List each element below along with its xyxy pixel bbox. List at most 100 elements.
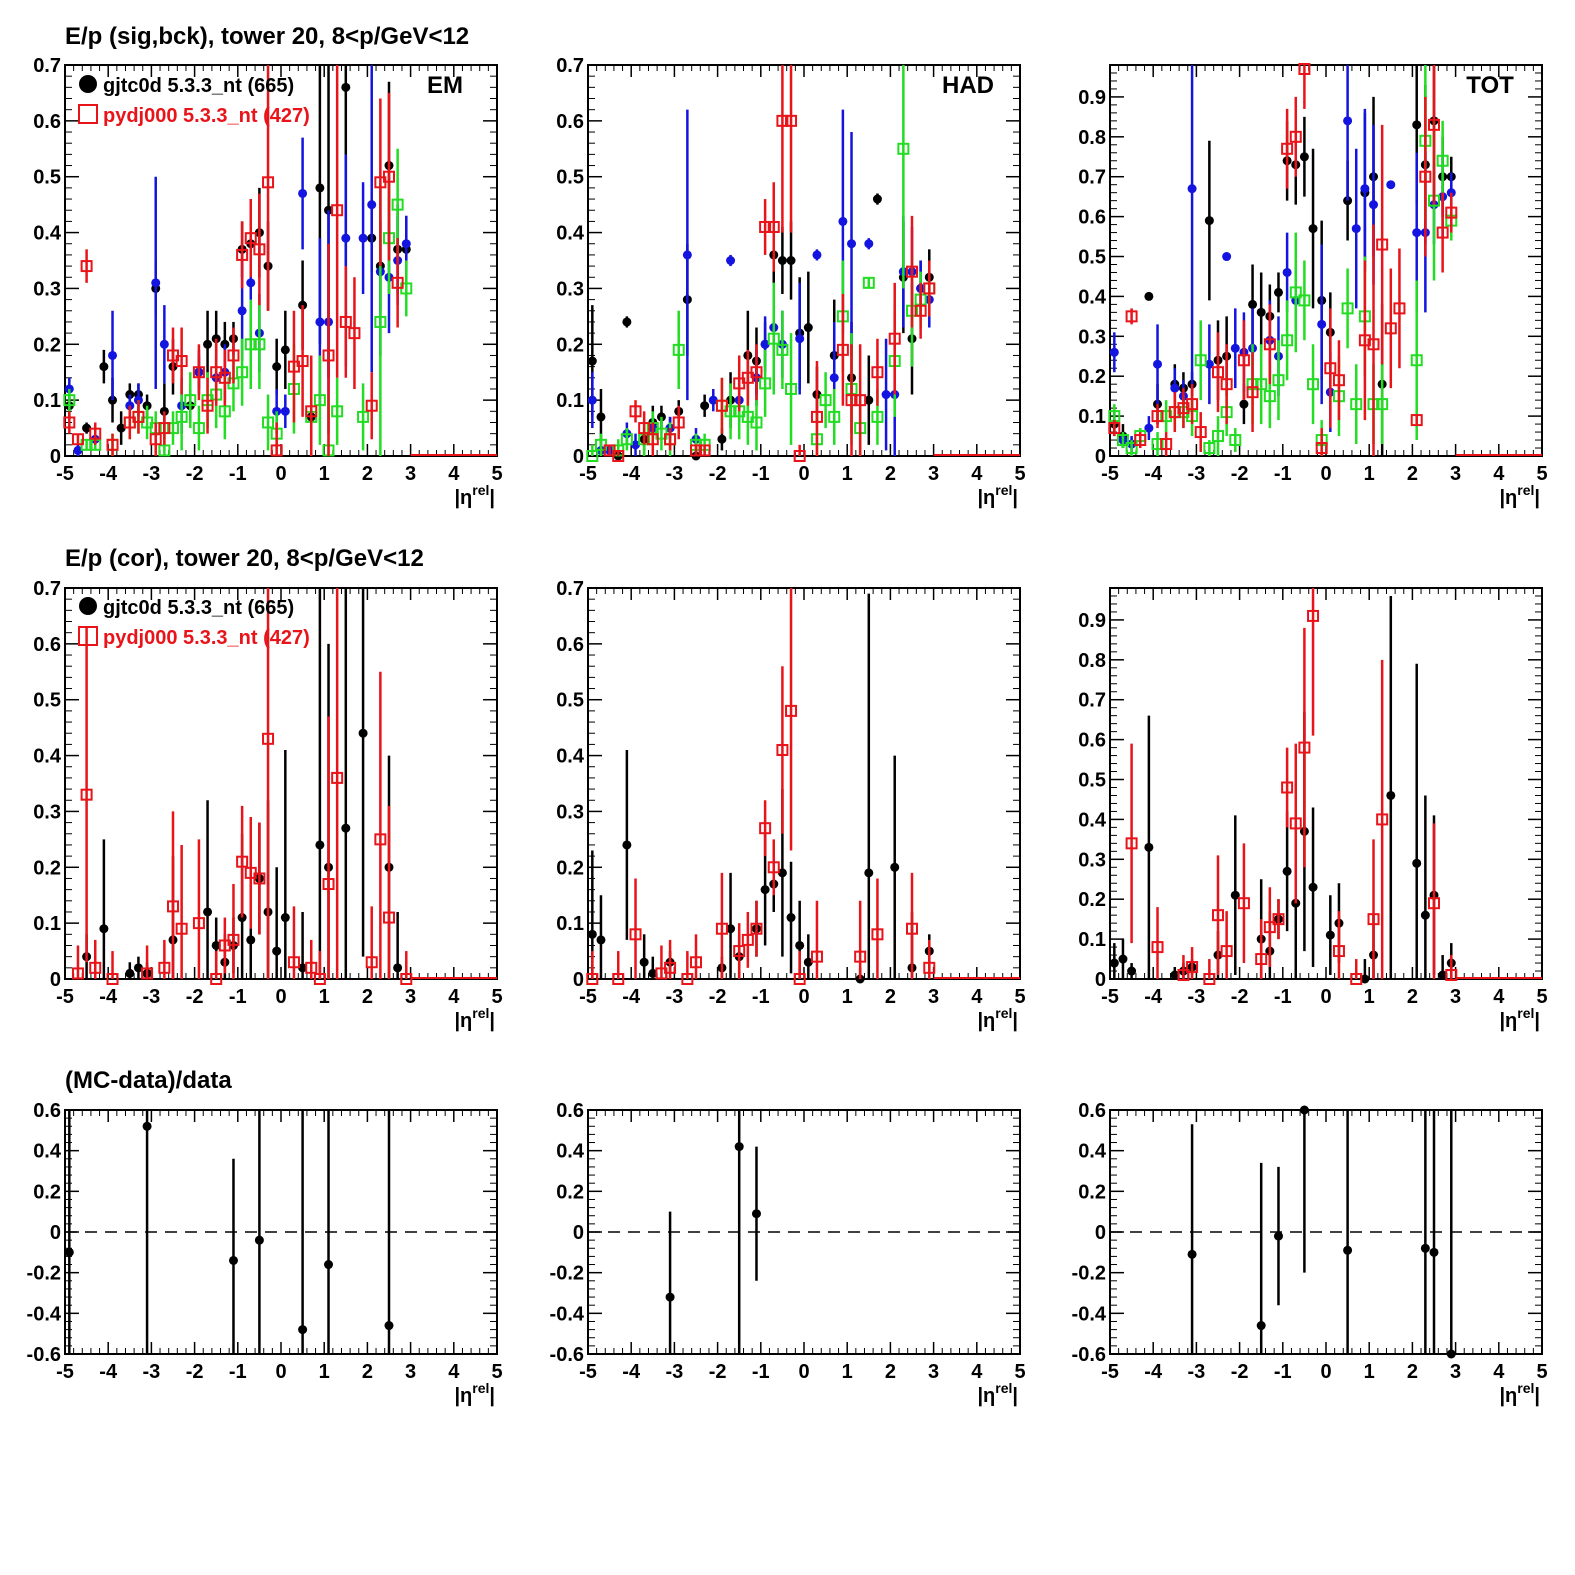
series-0 xyxy=(1110,65,1456,456)
y-tick-label: 0.7 xyxy=(33,55,61,77)
x-tick-label: -1 xyxy=(1274,1361,1292,1383)
data-point xyxy=(812,250,821,259)
x-tick-label: 0 xyxy=(275,463,286,485)
y-tick-label: 0 xyxy=(573,1222,584,1244)
data-point xyxy=(203,340,212,349)
x-tick-label: 4 xyxy=(971,463,983,485)
x-tick-label: 4 xyxy=(448,986,460,1008)
y-tick-label: 0.6 xyxy=(1078,207,1106,229)
x-tick-label: -1 xyxy=(752,463,770,485)
data-point xyxy=(1231,344,1240,353)
y-tick-label: 0.6 xyxy=(33,111,61,133)
data-point xyxy=(588,357,597,366)
data-point xyxy=(1412,859,1421,868)
x-tick-label: 4 xyxy=(448,1361,460,1383)
x-tick-label: 0 xyxy=(275,986,286,1008)
y-tick-label: 0.6 xyxy=(556,1100,584,1122)
data-point xyxy=(1248,300,1257,309)
x-tick-label: -2 xyxy=(709,986,727,1008)
data-point xyxy=(1205,216,1214,225)
x-tick-label: 1 xyxy=(1364,986,1375,1008)
legend-marker-mc xyxy=(79,105,97,123)
data-point xyxy=(1421,1244,1430,1253)
x-tick-label: -4 xyxy=(99,463,118,485)
x-tick-label: 3 xyxy=(1450,986,1461,1008)
panel-6: -5 -4 -3 -2 -1 0 1 2 3 4 5|ηrel| -0.6 -0.4 -0.2 0 0.2 0.… xyxy=(27,1100,503,1407)
panel-7: -5 -4 -3 -2 -1 0 1 2 3 4 5|ηrel|-0.6-0.4-0.200.20.… xyxy=(550,1100,1026,1407)
data-point xyxy=(1326,931,1335,940)
x-axis-title: |ηrel| xyxy=(454,482,495,509)
row-title-2: (MC-data)/data xyxy=(65,1067,232,1094)
data-point xyxy=(700,401,709,410)
data-point xyxy=(1343,1246,1352,1255)
data-point xyxy=(1188,1250,1197,1259)
y-tick-label: -0.6 xyxy=(1072,1344,1106,1366)
x-tick-label: 1 xyxy=(319,1361,330,1383)
panels: -5 -4 -3 -2 -1 0 1 2 3 4 5|ηrel|00.10.20.30.40.50.… xyxy=(27,55,1548,1407)
x-tick-label: 0 xyxy=(275,1361,286,1383)
x-tick-label: 5 xyxy=(491,1361,502,1383)
data-point xyxy=(298,189,307,198)
data-point xyxy=(1386,791,1395,800)
series-1 xyxy=(588,110,934,456)
x-tick-label: -4 xyxy=(1144,986,1163,1008)
data-point xyxy=(1144,843,1153,852)
data-point xyxy=(666,1293,675,1302)
data-point xyxy=(1309,224,1318,233)
x-tick-label: 1 xyxy=(1364,1361,1375,1383)
data-point xyxy=(1309,883,1318,892)
data-point xyxy=(359,729,368,738)
x-axis-title: |ηrel| xyxy=(1499,1005,1540,1032)
data-point xyxy=(726,256,735,265)
data-point xyxy=(830,373,839,382)
data-point xyxy=(1127,967,1136,976)
x-tick-label: 0 xyxy=(1320,1361,1331,1383)
panel-label: TOT xyxy=(1466,72,1514,99)
x-tick-label: 2 xyxy=(1407,1361,1418,1383)
row-title-1: E/p (cor), tower 20, 8<p/GeV<12 xyxy=(65,545,424,572)
data-point xyxy=(385,1321,394,1330)
data-point xyxy=(367,200,376,209)
x-tick-label: -4 xyxy=(99,986,118,1008)
data-point xyxy=(143,1122,152,1131)
y-tick-label: -0.6 xyxy=(27,1344,61,1366)
y-tick-label: 0.3 xyxy=(556,278,584,300)
x-tick-label: 1 xyxy=(319,986,330,1008)
data-point xyxy=(622,317,631,326)
y-tick-label: 0.6 xyxy=(556,111,584,133)
data-point xyxy=(1421,911,1430,920)
x-tick-label: 2 xyxy=(1407,463,1418,485)
data-point xyxy=(1222,252,1231,261)
series-3 xyxy=(605,65,935,461)
y-tick-label: 0.7 xyxy=(1078,167,1106,189)
data-point xyxy=(1283,867,1292,876)
x-tick-label: -2 xyxy=(186,1361,204,1383)
x-tick-label: 2 xyxy=(362,463,373,485)
y-tick-label: 0.5 xyxy=(1078,770,1106,792)
data-point xyxy=(246,278,255,287)
y-tick-label: 0.5 xyxy=(1078,247,1106,269)
x-tick-label: 1 xyxy=(842,463,853,485)
x-tick-label: 2 xyxy=(885,463,896,485)
plot-frame xyxy=(588,65,1020,456)
data-point xyxy=(1412,120,1421,129)
x-tick-label: 4 xyxy=(1493,986,1505,1008)
data-point xyxy=(847,239,856,248)
y-tick-label: 0.1 xyxy=(556,913,584,935)
x-tick-label: 5 xyxy=(1014,463,1025,485)
x-tick-label: 3 xyxy=(928,1361,939,1383)
x-tick-label: 4 xyxy=(1493,1361,1505,1383)
data-point xyxy=(1430,1248,1439,1257)
data-point xyxy=(778,256,787,265)
data-point xyxy=(108,351,117,360)
y-tick-label: 0.6 xyxy=(556,634,584,656)
x-tick-label: 2 xyxy=(362,986,373,1008)
y-tick-label: -0.2 xyxy=(1072,1263,1106,1285)
data-point xyxy=(246,935,255,944)
data-point xyxy=(795,334,804,343)
panel-label: HAD xyxy=(942,72,994,99)
y-tick-label: 0.2 xyxy=(556,857,584,879)
y-tick-label: -0.6 xyxy=(550,1344,584,1366)
data-point xyxy=(315,183,324,192)
x-tick-label: 3 xyxy=(1450,1361,1461,1383)
